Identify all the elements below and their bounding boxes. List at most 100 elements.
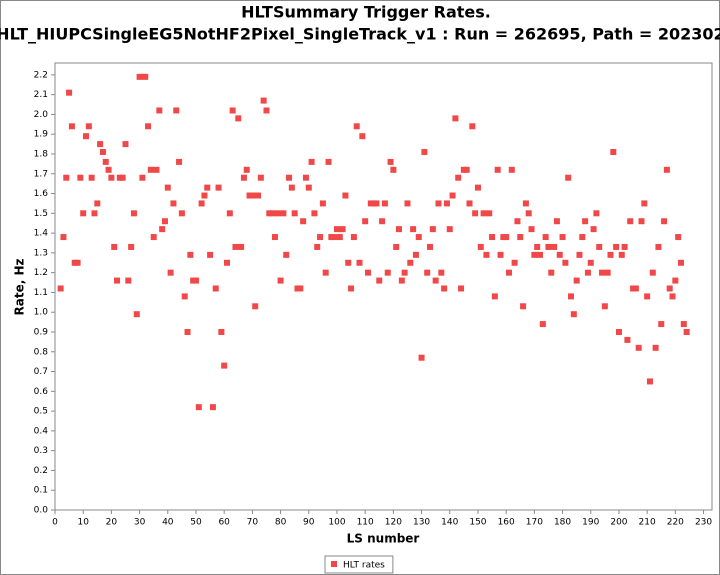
point — [74, 259, 81, 266]
point — [364, 269, 371, 276]
point — [308, 158, 315, 165]
point — [446, 226, 453, 233]
point — [458, 285, 465, 292]
y-tick-label: 1.8 — [34, 149, 49, 159]
point — [195, 404, 202, 411]
point — [477, 243, 484, 250]
point — [181, 293, 188, 300]
point — [463, 166, 470, 173]
point — [173, 107, 180, 114]
y-tick-label: 2.1 — [34, 90, 48, 100]
x-tick-label: 100 — [328, 518, 345, 528]
point — [57, 285, 64, 292]
point — [176, 158, 183, 165]
y-tick-label: 0.6 — [34, 387, 49, 397]
y-tick-label: 0.7 — [34, 367, 48, 377]
chart-title: HLTSummary Trigger Rates. — [241, 3, 491, 22]
point — [542, 234, 549, 241]
point — [94, 200, 101, 207]
point — [655, 243, 662, 250]
point — [635, 344, 642, 351]
point — [342, 192, 349, 199]
point — [573, 277, 580, 284]
point — [125, 277, 132, 284]
point — [136, 73, 143, 80]
point — [387, 158, 394, 165]
point — [556, 251, 563, 258]
point — [429, 226, 436, 233]
point — [632, 285, 639, 292]
point — [534, 243, 541, 250]
point — [505, 269, 512, 276]
point — [153, 166, 160, 173]
point — [649, 269, 656, 276]
point — [133, 311, 140, 318]
chart-subtitle: HLT_HIUPCSingleEG5NotHF2Pixel_SingleTrac… — [0, 25, 720, 44]
y-tick-label: 1.2 — [34, 268, 48, 278]
point — [658, 321, 665, 328]
point — [305, 184, 312, 191]
point — [652, 344, 659, 351]
legend-label: HLT rates — [343, 561, 385, 571]
point — [536, 251, 543, 258]
point — [333, 226, 340, 233]
point — [596, 243, 603, 250]
point — [85, 123, 92, 130]
point — [438, 269, 445, 276]
legend-swatch — [331, 561, 337, 567]
point — [584, 269, 591, 276]
point — [494, 166, 501, 173]
y-tick-label: 1.4 — [34, 229, 49, 239]
point — [99, 149, 106, 156]
y-tick-label: 2.2 — [34, 70, 48, 80]
point — [443, 200, 450, 207]
point — [156, 107, 163, 114]
point — [280, 210, 287, 217]
point — [274, 210, 281, 217]
point — [255, 192, 262, 199]
point — [238, 243, 245, 250]
x-tick-label: 150 — [469, 518, 486, 528]
y-axis-label: Rate, Hz — [13, 259, 27, 316]
point — [610, 149, 617, 156]
point — [339, 226, 346, 233]
point — [398, 277, 405, 284]
point — [514, 218, 521, 225]
point — [568, 293, 575, 300]
point — [627, 218, 634, 225]
x-tick-label: 130 — [413, 518, 430, 528]
x-tick-label: 110 — [357, 518, 374, 528]
point — [235, 115, 242, 122]
point — [480, 210, 487, 217]
point — [618, 251, 625, 258]
point — [105, 166, 112, 173]
point — [418, 354, 425, 361]
point — [562, 259, 569, 266]
point — [641, 200, 648, 207]
point — [353, 123, 360, 130]
y-tick-label: 0.3 — [34, 446, 48, 456]
x-tick-label: 200 — [610, 518, 627, 528]
point — [441, 285, 448, 292]
point — [401, 269, 408, 276]
point — [508, 166, 515, 173]
point — [474, 184, 481, 191]
point — [80, 210, 87, 217]
point — [60, 234, 67, 241]
point — [319, 200, 326, 207]
point — [624, 336, 631, 343]
point — [576, 251, 583, 258]
point — [396, 226, 403, 233]
point — [317, 234, 324, 241]
point — [489, 234, 496, 241]
x-tick-label: 90 — [303, 518, 315, 528]
point — [226, 210, 233, 217]
x-tick-label: 80 — [275, 518, 287, 528]
point — [269, 210, 276, 217]
y-tick-label: 2.0 — [34, 110, 49, 120]
point — [683, 328, 690, 335]
x-tick-label: 50 — [190, 518, 202, 528]
y-tick-label: 0.4 — [34, 426, 49, 436]
